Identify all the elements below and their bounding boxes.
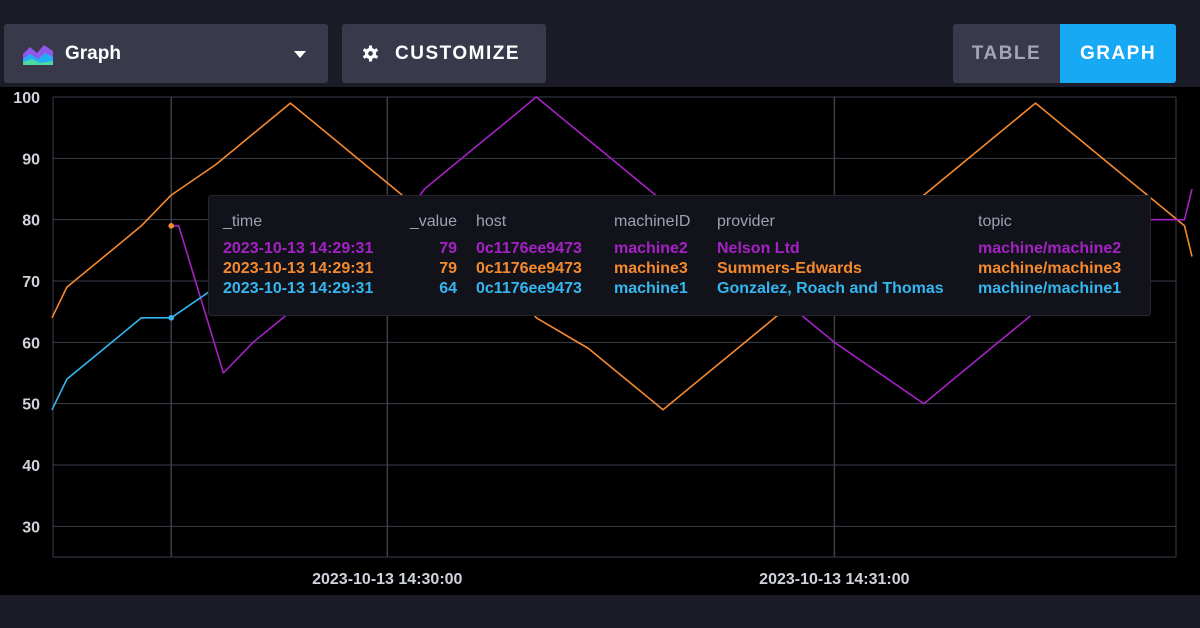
- y-tick-label: 30: [22, 519, 40, 536]
- tooltip-cell-time: 2023-10-13 14:29:31: [223, 260, 374, 277]
- tooltip-cell-topic: machine/machine2: [978, 240, 1122, 257]
- y-tick-label: 90: [22, 151, 40, 168]
- gear-icon: [362, 45, 379, 62]
- tooltip-header: _time: [223, 213, 263, 230]
- customize-label: CUSTOMIZE: [395, 42, 521, 64]
- tooltip-header: provider: [717, 213, 775, 230]
- tooltip-cell-provider: Nelson Ltd: [717, 240, 800, 257]
- customize-button[interactable]: CUSTOMIZE: [342, 24, 546, 83]
- tooltip-cell-provider: Gonzalez, Roach and Thomas: [717, 280, 944, 297]
- x-axis-ticks: 2023-10-13 14:30:00 2023-10-13 14:31:00: [312, 571, 909, 588]
- toolbar: Graph CUSTOMIZE TABLE GRAPH: [0, 0, 1200, 90]
- graph-type-icon: [23, 44, 53, 65]
- tooltip-cell-machineid: machine3: [614, 260, 688, 277]
- hover-tooltip: _time _value host machineID provider topic 202…: [208, 195, 1151, 316]
- tooltip-cell-time: 2023-10-13 14:29:31: [223, 280, 374, 297]
- hover-point-machine3: [168, 223, 175, 229]
- hover-point-machine1: [168, 315, 175, 321]
- view-toggle: TABLE GRAPH: [953, 24, 1176, 83]
- tooltip-header: machineID: [614, 213, 691, 230]
- visualization-type-dropdown[interactable]: Graph: [4, 24, 328, 83]
- tooltip-cell-value: 79: [439, 260, 457, 277]
- hover-markers: [168, 223, 175, 321]
- tooltip-cell-host: 0c1176ee9473: [476, 240, 582, 257]
- graph-view-button[interactable]: GRAPH: [1060, 24, 1176, 83]
- x-tick-label: 2023-10-13 14:31:00: [759, 571, 909, 588]
- y-tick-label: 50: [22, 397, 40, 414]
- tooltip-cell-value: 79: [439, 240, 457, 257]
- visualization-type-label: Graph: [65, 42, 121, 64]
- tooltip-cell-topic: machine/machine1: [978, 280, 1122, 297]
- tooltip-cell-host: 0c1176ee9473: [476, 280, 582, 297]
- tooltip-header: _value: [409, 213, 457, 230]
- x-tick-label: 2023-10-13 14:30:00: [312, 571, 462, 588]
- grid-lines: [52, 96, 1177, 558]
- table-view-button[interactable]: TABLE: [953, 24, 1060, 83]
- y-axis-ticks: 100 90 80 70 60 50 40 30: [13, 90, 40, 536]
- tooltip-cell-host: 0c1176ee9473: [476, 260, 582, 277]
- tooltip-header: host: [476, 213, 507, 230]
- y-tick-label: 40: [22, 458, 40, 475]
- tooltip-cell-provider: Summers-Edwards: [717, 260, 862, 277]
- y-tick-label: 70: [22, 274, 40, 291]
- y-tick-label: 100: [13, 90, 40, 107]
- tooltip-header: topic: [978, 213, 1012, 230]
- tooltip-cell-time: 2023-10-13 14:29:31: [223, 240, 374, 257]
- tooltip-cell-topic: machine/machine3: [978, 260, 1122, 277]
- tooltip-cell-machineid: machine1: [614, 280, 688, 297]
- y-tick-label: 80: [22, 213, 40, 230]
- tooltip-cell-machineid: machine2: [614, 240, 688, 257]
- tooltip-cell-value: 64: [439, 280, 457, 297]
- chevron-down-icon: [294, 51, 306, 58]
- y-tick-label: 60: [22, 335, 40, 352]
- bottom-strip: [0, 595, 1200, 628]
- series-line-machine3: [51, 102, 1193, 411]
